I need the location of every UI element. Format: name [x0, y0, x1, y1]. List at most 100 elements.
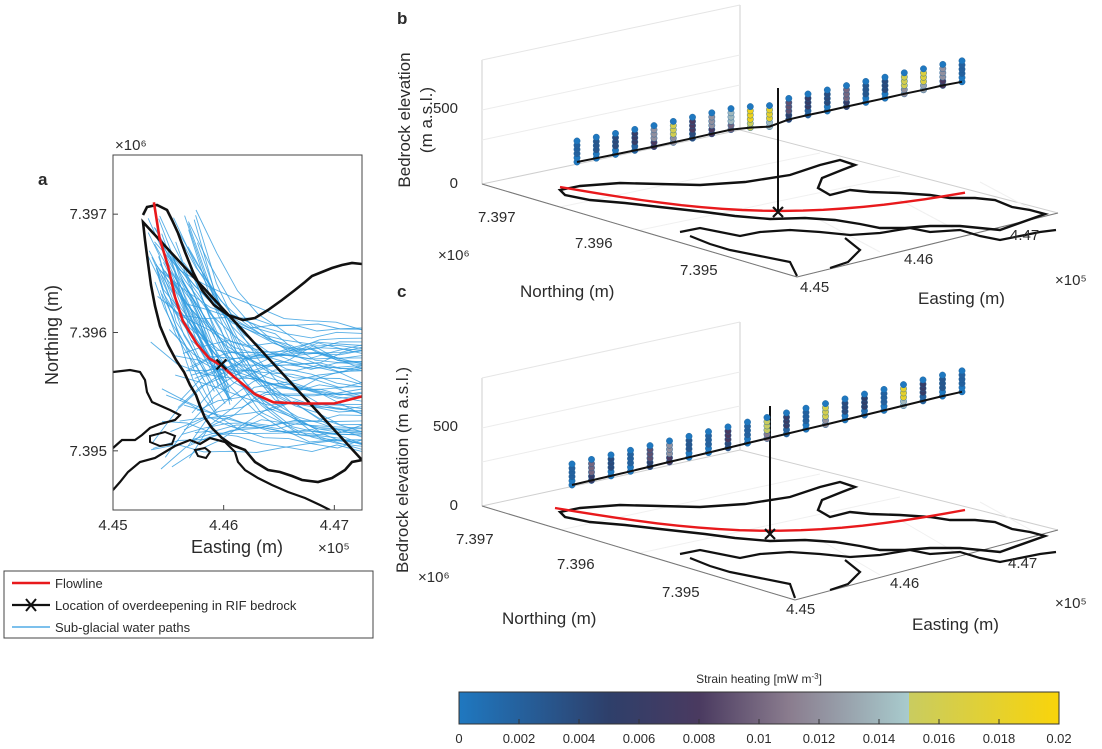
y-tick-label: 7.397 [69, 206, 107, 223]
strain-point [843, 82, 850, 90]
panel-c-etick-0: 4.45 [786, 601, 815, 618]
panel-c-ztick-0: 0 [450, 497, 458, 514]
x-tick-label: 4.45 [98, 517, 127, 534]
colorbar-ticks: 0 0.002 0.004 0.006 0.008 0.01 0.012 0.014 0.016… [455, 719, 1072, 746]
panel-c-3d-plot: c 0 500 Bedrock elevation (m a.s.l.) 7.3… [393, 282, 1087, 634]
panel-b-ztick-500: 500 [433, 100, 458, 117]
water-path [174, 273, 233, 402]
water-path [173, 257, 230, 392]
strain-point [650, 122, 658, 130]
panel-b-strain-points [573, 57, 966, 166]
water-path [161, 420, 362, 453]
panel-b-etick-1: 4.46 [904, 251, 933, 268]
panel-a-ticks: 4.45 4.46 4.47 7.397 7.396 7.395 [69, 206, 348, 534]
coast-outline-lower [113, 368, 331, 510]
strain-point [724, 423, 732, 431]
y-tick-label: 7.396 [69, 325, 107, 342]
panel-b-flowline [559, 185, 966, 213]
strain-point [920, 65, 927, 73]
strain-point [666, 437, 673, 445]
panel-b-ylabel: Northing (m) [520, 282, 614, 301]
water-path [187, 246, 362, 373]
island-outline [149, 430, 212, 460]
panel-b-coast-outline [679, 226, 1057, 277]
strain-point [880, 385, 888, 393]
water-path [150, 341, 362, 397]
strain-point [763, 414, 771, 421]
water-path [180, 241, 362, 410]
water-path [161, 274, 226, 404]
strain-point [607, 451, 615, 459]
flowline-a [152, 202, 362, 405]
strain-point [841, 395, 849, 403]
water-path [154, 241, 362, 331]
panel-b-label: b [397, 9, 407, 28]
panel-b-xlabel: Easting (m) [918, 289, 1005, 308]
panel-c-ylabel: Northing (m) [502, 609, 596, 628]
water-path [161, 293, 219, 417]
panel-c-bedrock-line [571, 390, 963, 486]
colorbar-tick-label: 0.006 [623, 731, 656, 746]
strain-point [919, 376, 927, 384]
strain-point [939, 371, 946, 379]
map-area [113, 202, 362, 510]
legend: Flowline Location of overdeepening in RI… [3, 570, 374, 639]
water-path [188, 229, 362, 433]
strain-point [822, 400, 829, 407]
panel-c-ntick-1: 7.396 [557, 556, 595, 573]
strain-point [631, 125, 639, 133]
water-path [170, 300, 362, 402]
strain-point [766, 102, 773, 110]
panel-b-ntick-0: 7.397 [478, 209, 516, 226]
colorbar-tick-label: 0.004 [563, 731, 596, 746]
water-path [150, 440, 362, 453]
panel-c-xlabel: Easting (m) [912, 615, 999, 634]
panel-a-map: a ×10⁶ 4.45 4.46 4.47 7.397 7.396 7.395 North… [38, 137, 363, 557]
panel-c-ztick-500: 500 [433, 418, 458, 435]
strain-point [861, 390, 868, 398]
water-path [159, 290, 214, 403]
water-path [177, 347, 362, 408]
subglacial-water-paths [147, 209, 362, 470]
strain-point [939, 61, 947, 68]
water-path [195, 215, 362, 410]
water-path [179, 341, 362, 402]
strain-point [705, 428, 712, 435]
cross-icon [215, 358, 228, 371]
strain-point [783, 409, 790, 417]
strain-point [862, 78, 870, 85]
colorbar-tick-label: 0.018 [983, 731, 1016, 746]
colorbar: Strain heating [mW m-3] 0 0.002 0.004 0.006… [455, 672, 1071, 747]
colorbar-tick-label: 0.02 [1046, 731, 1071, 746]
panel-c-east-multiplier: ×10⁵ [1055, 595, 1087, 612]
water-path [158, 256, 223, 382]
water-path [169, 255, 241, 375]
panel-a-xlabel: Easting (m) [191, 537, 283, 557]
colorbar-tick-label: 0.016 [923, 731, 956, 746]
panel-c-ntick-0: 7.397 [456, 531, 494, 548]
water-path [148, 250, 210, 378]
colorbar-tick-label: 0.008 [683, 731, 716, 746]
panel-a-label: a [38, 170, 48, 189]
strain-point [958, 57, 966, 65]
panel-b-zlabel-line2: (m a.s.l.) [417, 87, 436, 153]
water-path [191, 337, 362, 414]
panel-b-east-multiplier: ×10⁵ [1055, 272, 1087, 289]
strain-point [823, 86, 831, 94]
cross-icon [772, 206, 784, 218]
cross-icon [25, 598, 37, 612]
panel-a-ylabel: Northing (m) [42, 285, 62, 385]
strain-point [646, 442, 654, 449]
strain-point [669, 118, 677, 125]
strain-point [900, 69, 908, 77]
panel-b-etick-0: 4.45 [800, 279, 829, 296]
strain-point [627, 446, 634, 454]
glacier-outline [141, 203, 362, 484]
strain-point [685, 432, 693, 440]
panel-c-ntick-2: 7.395 [662, 584, 700, 601]
strain-point [881, 73, 889, 81]
panel-b-zlabel-line1: Bedrock elevation [395, 52, 414, 187]
water-path [163, 262, 226, 379]
water-path [190, 331, 362, 432]
